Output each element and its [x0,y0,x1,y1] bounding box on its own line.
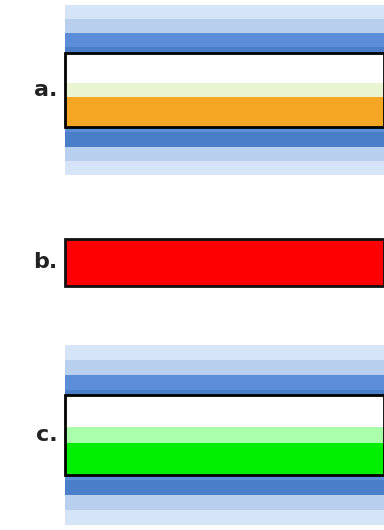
Bar [65,465,384,480]
Bar [65,161,384,175]
Bar [65,52,384,83]
Bar [65,360,384,375]
Bar [65,98,384,127]
Bar [65,510,384,525]
Bar [65,495,384,510]
Bar [65,52,384,127]
Bar [65,83,384,98]
Bar [65,240,384,286]
Bar [65,104,384,118]
Bar [65,443,384,474]
Bar [65,33,384,48]
Bar [65,61,384,76]
Bar [65,427,384,443]
Text: c.: c. [36,425,58,445]
Bar [65,132,384,147]
Bar [65,345,384,360]
Bar [65,405,384,420]
Bar [65,395,384,427]
Bar [65,480,384,495]
Bar [65,375,384,390]
Bar [65,420,384,435]
Text: a.: a. [34,80,58,100]
Bar [65,118,384,132]
Bar [65,395,384,474]
Bar [65,5,384,19]
Bar [65,450,384,465]
Bar [65,90,384,104]
Text: b.: b. [33,252,58,272]
Bar [65,48,384,61]
Bar [65,147,384,161]
Bar [65,76,384,90]
Bar [65,390,384,405]
Bar [65,19,384,33]
Bar [65,435,384,450]
